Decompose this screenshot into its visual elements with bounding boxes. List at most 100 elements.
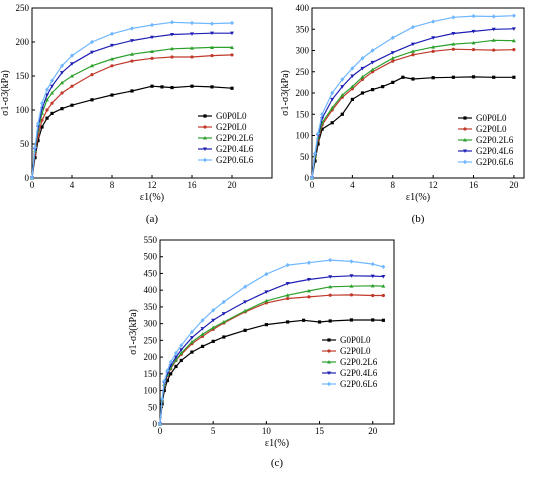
data-point-g0p0l0	[170, 85, 174, 90]
data-point-g2p0-6l6	[340, 77, 345, 82]
data-point-g2p0-4l6	[381, 274, 386, 279]
data-point-g2p0-6l6	[70, 53, 74, 58]
data-point-g0p0l0	[316, 142, 320, 146]
x-tick-label: 20	[509, 180, 519, 190]
data-point-g2p0-6l6	[173, 350, 178, 356]
series-line-g2p0-2l6	[31, 46, 232, 179]
data-point-g0p0l0	[349, 318, 354, 322]
data-point-g2p0-2l6	[511, 38, 516, 43]
legend-marker-g2p0l0	[327, 349, 331, 353]
data-point-g2p0-4l6	[370, 60, 375, 65]
data-point-g2p0-4l6	[189, 336, 194, 340]
x-tick-label: 20	[368, 426, 378, 436]
data-point-g2p0l0	[349, 293, 354, 297]
legend-label-g0p0l0: G0P0L0	[340, 335, 371, 345]
data-point-g2p0-6l6	[45, 87, 49, 92]
data-point-g2p0-2l6	[360, 74, 365, 79]
y-tick-label: 0	[305, 173, 310, 183]
data-point-g2p0-2l6	[328, 284, 333, 289]
data-point-g2p0-6l6	[350, 66, 355, 71]
x-tick-label: 0	[158, 426, 163, 436]
data-point-g2p0-4l6	[150, 35, 154, 40]
data-point-g2p0-2l6	[110, 57, 114, 61]
data-point-g2p0l0	[130, 59, 134, 63]
data-point-g2p0-6l6	[162, 378, 167, 384]
data-point-g2p0-6l6	[370, 261, 375, 267]
data-point-g2p0-4l6	[350, 74, 355, 78]
legend-label-g2p0l0: G2P0L0	[340, 346, 371, 356]
x-axis-label: ε1(%)	[140, 192, 164, 203]
data-point-g2p0-6l6	[221, 299, 226, 305]
legend-marker-g2p0-6l6	[463, 159, 467, 165]
legend-marker-g2p0-2l6	[327, 360, 331, 364]
legend-label-g2p0-2l6: G2P0.2L6	[476, 135, 514, 145]
x-tick-label: 20	[228, 180, 238, 190]
y-tick-label: 250	[144, 335, 158, 345]
data-point-g2p0l0	[371, 293, 375, 298]
data-point-g2p0l0	[411, 53, 415, 57]
data-point-g2p0-6l6	[491, 14, 496, 19]
data-point-g2p0-6l6	[306, 260, 311, 265]
data-point-g2p0-4l6	[431, 36, 436, 40]
data-point-g2p0-4l6	[211, 318, 216, 323]
x-tick-label: 8	[391, 180, 396, 190]
data-point-g0p0l0	[200, 344, 205, 348]
data-point-g2p0-4l6	[340, 85, 345, 89]
data-point-g2p0-2l6	[451, 42, 456, 46]
series-line-g2p0-4l6	[311, 28, 514, 179]
data-point-g2p0l0	[90, 73, 94, 77]
data-point-g0p0l0	[50, 111, 54, 115]
x-tick-label: 0	[310, 180, 315, 190]
data-point-g2p0-6l6	[210, 21, 214, 26]
data-point-g2p0-6l6	[471, 13, 476, 19]
legend-label-g2p0-4l6: G2P0.4L6	[216, 144, 254, 154]
data-point-g2p0-4l6	[306, 277, 311, 282]
data-point-g2p0-6l6	[328, 257, 333, 263]
data-point-g2p0-6l6	[381, 264, 386, 269]
data-point-g0p0l0	[36, 139, 40, 143]
data-point-g0p0l0	[381, 85, 385, 89]
data-point-g2p0-2l6	[70, 74, 74, 78]
data-point-g2p0-6l6	[50, 78, 54, 83]
data-point-g2p0-2l6	[350, 84, 355, 89]
data-point-g0p0l0	[381, 318, 385, 322]
data-point-g0p0l0	[370, 88, 375, 92]
y-tick-label: 350	[144, 302, 158, 312]
legend-label-g0p0l0: G0P0L0	[216, 111, 247, 121]
data-point-g2p0-2l6	[370, 283, 375, 288]
data-point-g0p0l0	[401, 75, 405, 79]
x-tick-label: 5	[211, 426, 216, 436]
series-line-g2p0-2l6	[311, 39, 514, 179]
data-point-g2p0-6l6	[60, 63, 64, 68]
legend-marker-g2p0-4l6	[327, 371, 331, 375]
data-point-g2p0-2l6	[179, 351, 184, 355]
y-tick-label: 400	[296, 3, 310, 13]
data-point-g2p0-4l6	[230, 31, 234, 36]
data-point-g2p0-6l6	[320, 112, 325, 117]
y-tick-label: 100	[144, 386, 158, 396]
data-point-g0p0l0	[60, 107, 64, 111]
data-point-g2p0-4l6	[70, 62, 74, 66]
data-point-g2p0l0	[360, 77, 365, 81]
data-point-g2p0-2l6	[200, 332, 205, 336]
data-point-g2p0-6l6	[410, 24, 415, 30]
data-point-g2p0-4l6	[173, 355, 178, 360]
y-tick-label: 150	[144, 369, 158, 379]
data-point-g2p0-6l6	[158, 421, 162, 427]
data-point-g0p0l0	[45, 116, 49, 120]
data-point-g0p0l0	[320, 127, 324, 131]
legend-marker-g2p0l0	[463, 127, 467, 131]
data-point-g2p0-4l6	[390, 51, 395, 55]
data-point-g2p0-6l6	[285, 262, 290, 268]
data-point-g2p0-2l6	[130, 52, 134, 56]
data-point-g2p0-6l6	[310, 175, 314, 181]
legend-label-g2p0-2l6: G2P0.2L6	[216, 133, 254, 143]
data-point-g2p0-2l6	[330, 105, 335, 110]
data-point-g2p0-4l6	[451, 32, 456, 36]
y-axis-label: σ1-σ3(kPa)	[128, 309, 139, 355]
data-point-g2p0-6l6	[160, 396, 165, 402]
y-tick-label: 150	[16, 71, 30, 81]
data-point-g2p0-4l6	[328, 275, 333, 279]
data-point-g0p0l0	[492, 75, 496, 79]
data-point-g2p0-6l6	[36, 121, 40, 126]
